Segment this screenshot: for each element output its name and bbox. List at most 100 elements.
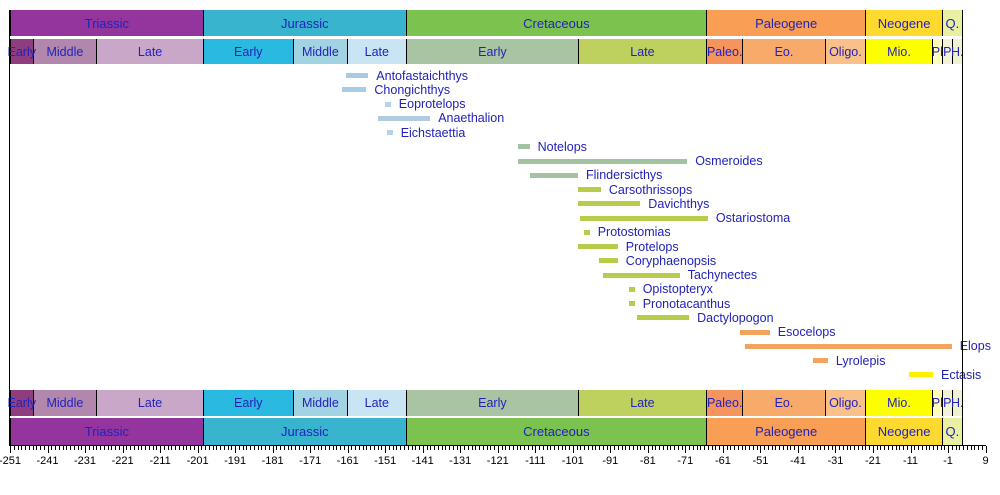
epoch-label: P <box>943 396 952 410</box>
axis-minor-tick <box>163 446 165 450</box>
axis-minor-tick <box>539 446 540 450</box>
axis-minor-tick <box>415 446 417 450</box>
axis-minor-tick <box>756 446 758 450</box>
axis-tick-label: -101 <box>561 455 584 467</box>
taxon-label-antofastaichthys[interactable]: Antofastaichthys <box>376 68 469 83</box>
period-cell-q-top: Q. <box>942 10 962 36</box>
epoch-label: Late <box>630 44 655 59</box>
axis-minor-tick <box>854 446 856 450</box>
axis-minor-tick <box>212 446 214 450</box>
epoch-cell-jurassic-middle-bottom: Middle <box>292 390 347 416</box>
taxon-range-bar-davichthys <box>578 201 641 207</box>
taxon-range-bar-pronotacanthus <box>629 301 635 306</box>
axis-minor-tick <box>437 446 439 450</box>
axis-minor-tick <box>584 446 585 450</box>
axis-minor-tick <box>100 446 101 450</box>
taxon-label-eichstaettia[interactable]: Eichstaettia <box>400 125 466 140</box>
axis-major-tick <box>535 446 537 453</box>
taxon-label-chongichthys[interactable]: Chongichthys <box>374 82 451 97</box>
axis-minor-tick <box>70 446 71 450</box>
axis-minor-tick <box>786 446 788 450</box>
axis-tick-label: -211 <box>149 455 171 467</box>
axis-minor-tick <box>265 446 267 450</box>
taxon-label-protelops[interactable]: Protelops <box>625 239 679 254</box>
taxon-label-carsothrissops[interactable]: Carsothrissops <box>608 182 693 197</box>
taxon-range-bar-notelops <box>518 144 530 150</box>
axis-minor-tick <box>362 446 364 450</box>
period-cell-triassic-bottom: Triassic <box>10 418 203 445</box>
axis-minor-tick <box>707 446 709 450</box>
epoch-label: Late <box>364 396 389 410</box>
taxon-label-protostomias[interactable]: Protostomias <box>597 225 671 240</box>
taxon-label-flindersicthys[interactable]: Flindersicthys <box>586 168 663 183</box>
axis-minor-tick <box>36 446 38 450</box>
period-cell-cretaceous-bottom: Cretaceous <box>405 418 706 445</box>
axis-minor-tick <box>790 446 792 450</box>
axis-minor-tick <box>677 446 679 450</box>
axis-minor-tick <box>602 446 604 450</box>
epoch-label: Early <box>234 44 263 59</box>
axis-minor-tick <box>775 446 777 450</box>
axis-minor-tick <box>336 446 338 450</box>
epoch-cell-quaternary-p-top: P <box>942 39 952 64</box>
period-label: Cretaceous <box>523 15 590 31</box>
axis-minor-tick <box>28 446 30 450</box>
epoch-label: Late <box>137 396 163 410</box>
taxon-label-eoprotelops[interactable]: Eoprotelops <box>398 97 466 111</box>
taxon-label-osmeroides[interactable]: Osmeroides <box>695 154 763 168</box>
taxon-label-tachynectes[interactable]: Tachynectes <box>687 268 758 282</box>
axis-minor-tick <box>351 446 353 450</box>
axis-minor-tick <box>145 446 147 450</box>
axis-minor-tick <box>467 446 469 450</box>
taxon-label-anaethalion[interactable]: Anaethalion <box>438 111 505 126</box>
epoch-cell-triassic-middle-top: Middle <box>32 39 97 64</box>
axis-minor-tick <box>925 446 927 450</box>
taxon-label-ostariostoma[interactable]: Ostariostoma <box>715 211 791 225</box>
taxon-label-coryphaenopsis[interactable]: Coryphaenopsis <box>625 253 717 268</box>
axis-tick-label: -121 <box>486 455 509 467</box>
axis-minor-tick <box>745 446 747 450</box>
epoch-label: Early <box>478 44 507 59</box>
taxon-label-lyrolepis[interactable]: Lyrolepis <box>835 353 886 368</box>
epoch-label: Oligo. <box>829 396 862 410</box>
axis-minor-tick <box>625 446 627 450</box>
axis-minor-tick <box>475 446 477 450</box>
taxon-label-davichthys[interactable]: Davichthys <box>648 196 710 211</box>
axis-minor-tick <box>865 446 867 450</box>
axis-minor-tick <box>17 446 19 450</box>
taxon-label-dactylopogon[interactable]: Dactylopogon <box>697 310 774 325</box>
axis-tick-label: -131 <box>449 455 472 467</box>
taxon-label-notelops[interactable]: Notelops <box>537 139 587 154</box>
axis-minor-tick <box>377 446 379 450</box>
taxon-label-esocelops[interactable]: Esocelops <box>777 325 836 339</box>
taxon-label-elops[interactable]: Elops <box>959 339 991 354</box>
taxon-label-opistopteryx[interactable]: Opistopteryx <box>642 282 713 297</box>
axis-major-tick <box>347 446 349 453</box>
axis-minor-tick <box>569 446 570 450</box>
axis-minor-tick <box>111 446 113 450</box>
axis-minor-tick <box>749 446 751 450</box>
axis-minor-tick <box>464 446 465 450</box>
period-label: Q. <box>945 15 960 31</box>
axis-minor-tick <box>692 446 694 450</box>
epoch-cell-neogene-pl-bottom: Pl <box>931 390 943 416</box>
epoch-cell-paleogene-eo-bottom: Eo. <box>742 390 825 416</box>
axis-minor-tick <box>58 446 60 450</box>
epoch-label: H. <box>951 396 964 410</box>
axis-major-tick <box>272 446 274 453</box>
axis-minor-tick <box>366 446 368 450</box>
axis-tick-label: -21 <box>864 455 881 467</box>
taxon-range-bar-eichstaettia <box>387 130 393 135</box>
axis-tick-label: -141 <box>411 455 434 467</box>
taxon-label-ectasis[interactable]: Ectasis <box>941 368 981 382</box>
axis-minor-tick <box>640 446 642 450</box>
axis-tick-label: -61 <box>714 455 731 467</box>
axis-minor-tick <box>126 446 128 450</box>
axis-major-tick <box>10 446 11 453</box>
axis-tick-label: -71 <box>677 455 694 467</box>
axis-minor-tick <box>629 446 631 450</box>
taxon-label-pronotacanthus[interactable]: Pronotacanthus <box>642 296 731 311</box>
taxon-range-bar-chongichthys <box>342 87 367 93</box>
axis-minor-tick <box>944 446 946 450</box>
axis-minor-tick <box>850 446 852 450</box>
